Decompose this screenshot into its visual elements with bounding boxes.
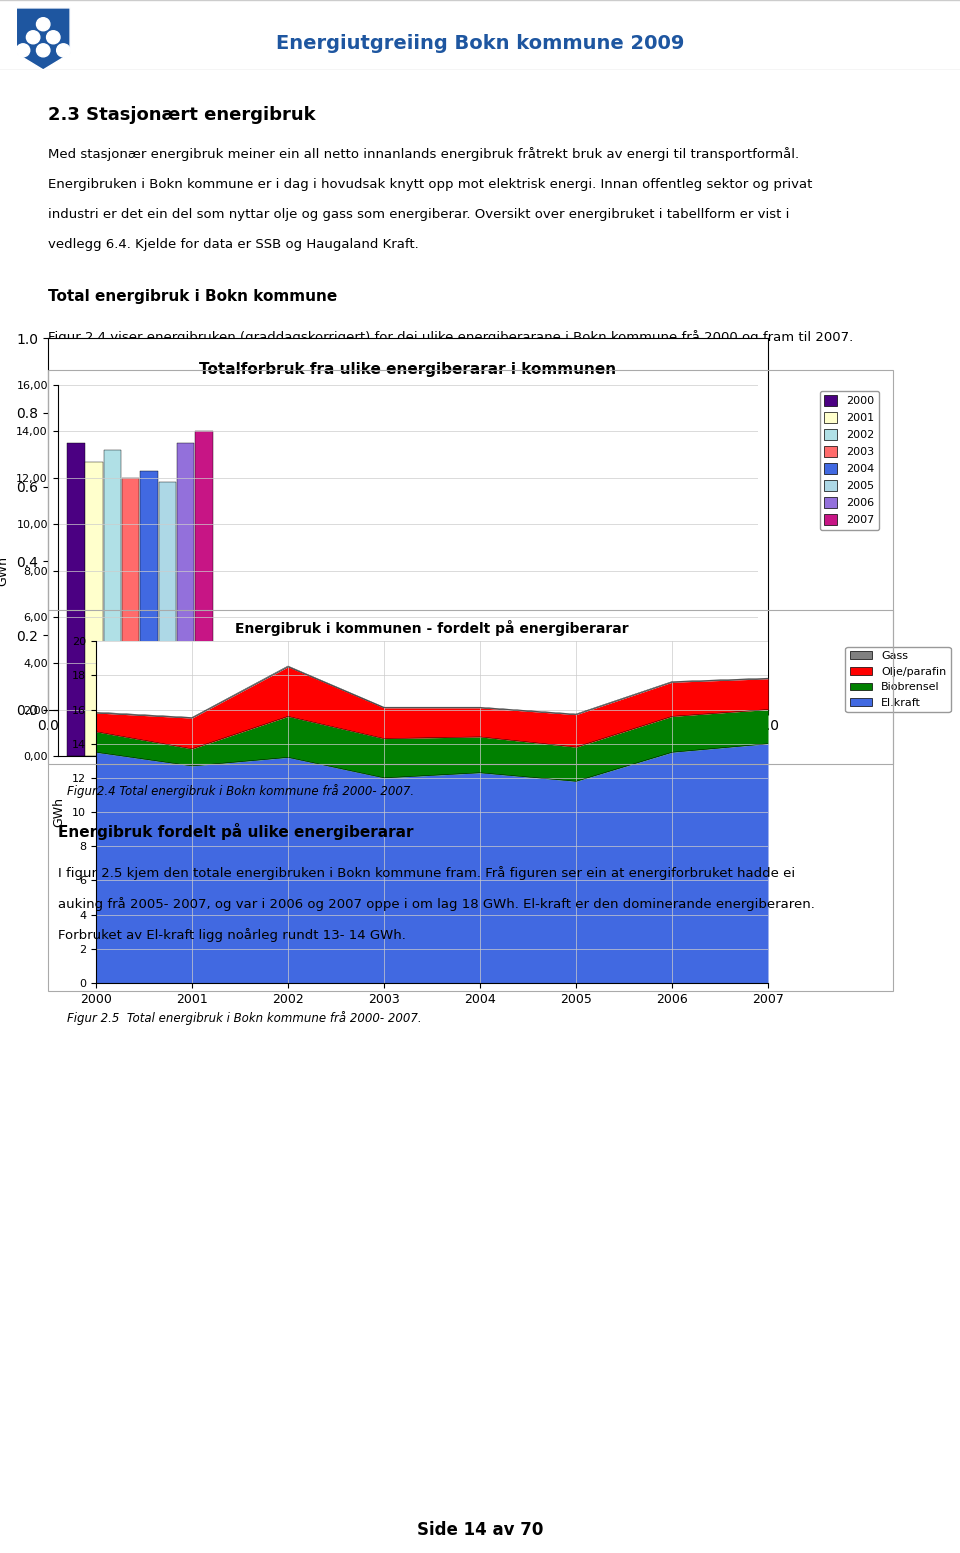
Text: vedlegg 6.4. Kjelde for data er SSB og Haugaland Kraft.: vedlegg 6.4. Kjelde for data er SSB og H… xyxy=(48,238,419,252)
Circle shape xyxy=(16,43,30,57)
Text: Total energibruk i Bokn kommune: Total energibruk i Bokn kommune xyxy=(48,289,337,304)
Text: Figur 2.4 viser energibruken (graddagskorrigert) for dei ulike energiberarane i : Figur 2.4 viser energibruken (graddagsko… xyxy=(48,331,853,345)
Legend: 2000, 2001, 2002, 2003, 2004, 2005, 2006, 2007: 2000, 2001, 2002, 2003, 2004, 2005, 2006… xyxy=(820,391,879,530)
Y-axis label: GWh: GWh xyxy=(0,556,10,585)
Bar xyxy=(317,708,334,756)
Bar xyxy=(708,710,725,756)
Bar xyxy=(177,443,194,756)
Circle shape xyxy=(47,31,60,43)
Bar xyxy=(634,690,651,756)
Bar xyxy=(262,733,279,756)
Y-axis label: GWh: GWh xyxy=(52,797,65,828)
Bar xyxy=(615,714,633,756)
Circle shape xyxy=(36,17,50,31)
Text: Forbruket av El-kraft ligg noårleg rundt 13- 14 GWh.: Forbruket av El-kraft ligg noårleg rundt… xyxy=(58,929,405,943)
Title: Energibruk i kommunen - fordelt på energiberarar: Energibruk i kommunen - fordelt på energ… xyxy=(235,620,629,635)
Bar xyxy=(158,483,176,756)
Bar xyxy=(652,714,669,756)
Text: Figur2.4 Total energibruk i Bokn kommune frå 2000- 2007.: Figur2.4 Total energibruk i Bokn kommune… xyxy=(67,784,415,798)
Text: auking frå 2005- 2007, og var i 2006 og 2007 oppe i om lag 18 GWh. El-kraft er d: auking frå 2005- 2007, og var i 2006 og … xyxy=(58,898,814,912)
Text: industri er det ein del som nyttar olje og gass som energiberar. Oversikt over e: industri er det ein del som nyttar olje … xyxy=(48,208,789,221)
Circle shape xyxy=(26,31,39,43)
Bar xyxy=(122,478,139,756)
Circle shape xyxy=(57,43,70,57)
Text: Energiutgreiing Bokn kommune 2009: Energiutgreiing Bokn kommune 2009 xyxy=(276,34,684,53)
Bar xyxy=(244,728,261,756)
Text: I figur 2.5 kjem den totale energibruken i Bokn kommune fram. Frå figuren ser ei: I figur 2.5 kjem den totale energibruken… xyxy=(58,867,795,881)
Bar xyxy=(670,716,688,756)
Bar xyxy=(67,443,84,756)
Bar xyxy=(353,708,371,756)
Bar xyxy=(85,461,103,756)
Bar xyxy=(104,450,121,756)
Bar xyxy=(195,432,212,756)
Text: Med stasjonær energibruk meiner ein all netto innanlands energibruk fråtrekt bru: Med stasjonær energibruk meiner ein all … xyxy=(48,148,799,162)
Text: Energibruken i Bokn kommune er i dag i hovudsak knytt opp mot elektrisk energi. : Energibruken i Bokn kommune er i dag i h… xyxy=(48,177,812,191)
Text: Energibruk fordelt på ulike energiberarar: Energibruk fordelt på ulike energiberara… xyxy=(58,823,413,840)
Bar xyxy=(597,730,614,756)
Text: 2.3 Stasjonært energibruk: 2.3 Stasjonært energibruk xyxy=(48,106,316,124)
Bar xyxy=(372,710,389,756)
Bar xyxy=(299,704,316,756)
Circle shape xyxy=(36,43,50,57)
Text: Side 14 av 70: Side 14 av 70 xyxy=(417,1520,543,1539)
Bar xyxy=(335,710,352,756)
Text: Figur 2.5  Total energibruk i Bokn kommune frå 2000- 2007.: Figur 2.5 Total energibruk i Bokn kommun… xyxy=(67,1011,421,1025)
Bar xyxy=(726,714,743,756)
Legend: Gass, Olje/parafin, Biobrensel, El.kraft: Gass, Olje/parafin, Biobrensel, El.kraft xyxy=(846,646,950,713)
Bar xyxy=(688,713,707,756)
Bar xyxy=(280,700,298,756)
Polygon shape xyxy=(16,8,70,70)
Title: Totalforbruk fra ulike energiberarar i kommunen: Totalforbruk fra ulike energiberarar i k… xyxy=(200,362,616,377)
Bar xyxy=(140,471,157,756)
